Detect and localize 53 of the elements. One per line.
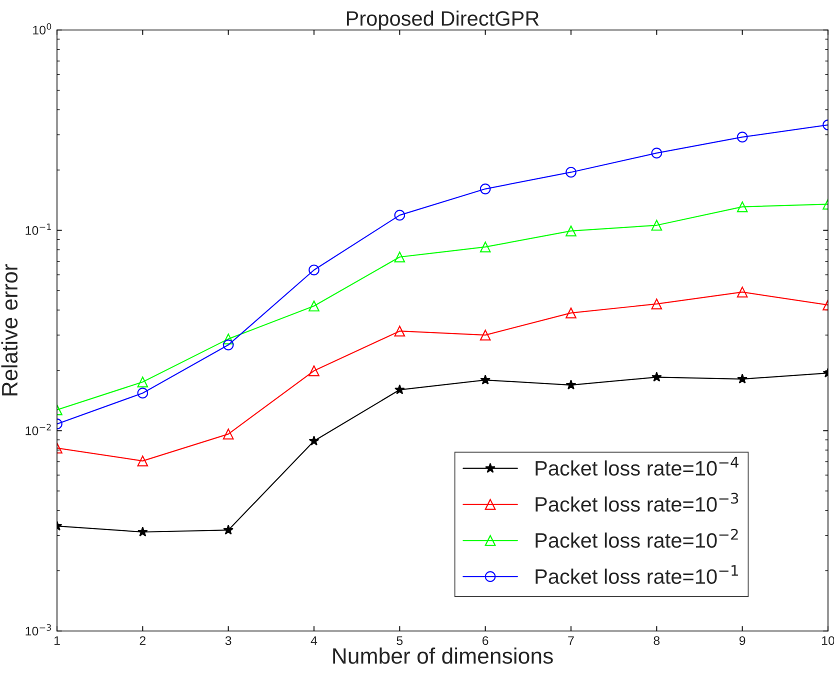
x-axis-title: Number of dimensions: [333, 648, 553, 664]
x-tick-label: 8: [654, 636, 660, 646]
x-tick-label: 3: [225, 636, 232, 646]
point: [651, 298, 662, 310]
point: [651, 372, 662, 382]
x-tick-label: 7: [568, 636, 574, 645]
y-tick-label: 10$^{−1}$: [26, 224, 51, 235]
point: [394, 384, 405, 394]
legend-label: Packet loss rate=10$^{−2}$: [536, 528, 738, 548]
point: [737, 374, 748, 384]
y-tick-label: 10$^{0}$: [33, 23, 52, 35]
point: [566, 308, 576, 318]
point: [736, 132, 748, 143]
point: [480, 374, 491, 384]
point: [480, 242, 491, 252]
point: [566, 166, 576, 178]
y-tick-label: 10$^{−2}$: [26, 424, 51, 436]
point: [137, 526, 148, 536]
point: [137, 388, 148, 399]
point: [223, 524, 234, 535]
point: [394, 252, 406, 262]
point: [308, 264, 320, 276]
legend-label: Packet loss rate=10$^{−1}$: [536, 565, 738, 584]
point: [736, 201, 748, 212]
y-axis-title: Relative error: [1, 264, 18, 396]
legend-label: Packet loss rate=10$^{−4}$: [536, 456, 738, 476]
x-tick-label: 4: [310, 636, 318, 645]
point: [222, 428, 234, 440]
point: [222, 339, 234, 350]
point: [566, 226, 576, 236]
point: [308, 436, 320, 446]
point: [566, 380, 576, 390]
point: [137, 456, 148, 466]
y-tick-label: 10$^{−3}$: [26, 624, 51, 636]
x-tick-label: 10: [822, 636, 834, 646]
point: [651, 220, 662, 231]
point: [651, 148, 662, 158]
x-tick-label: 5: [396, 636, 403, 646]
point: [308, 300, 320, 312]
chart-title: Proposed DirectGPR: [346, 10, 539, 30]
x-tick-label: 2: [140, 636, 146, 645]
x-tick-label: 9: [739, 636, 746, 646]
x-tick-label: 1: [54, 636, 60, 645]
point: [480, 183, 491, 194]
point: [137, 376, 148, 388]
point: [222, 334, 234, 344]
point: [394, 326, 406, 337]
legend-label: Packet loss rate=10$^{−3}$: [536, 492, 738, 512]
point: [308, 365, 320, 376]
point: [480, 330, 491, 340]
point: [736, 286, 748, 298]
point: [394, 210, 406, 221]
x-tick-label: 6: [482, 636, 488, 646]
